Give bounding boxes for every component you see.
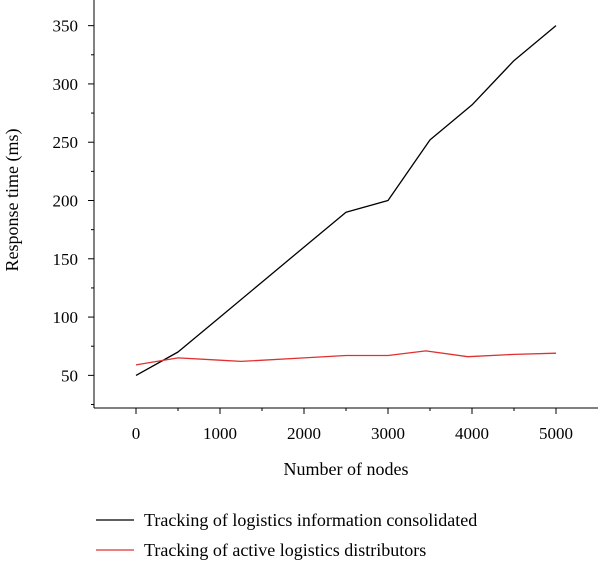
x-tick-label: 2000 [287, 424, 321, 443]
x-tick-label: 1000 [203, 424, 237, 443]
legend-label-1: Tracking of active logistics distributor… [144, 540, 426, 560]
y-tick-label: 200 [53, 192, 79, 211]
x-tick-label: 4000 [455, 424, 489, 443]
series-line-1 [135, 350, 557, 366]
axes: 50 100 150 200 250 300 350 0 1000 2000 3000 4000 500… [53, 0, 598, 443]
x-tick-label: 0 [132, 424, 141, 443]
y-tick-label: 250 [53, 133, 79, 152]
y-tick-label: 50 [61, 366, 78, 385]
y-tick-label: 150 [53, 250, 79, 269]
y-tick-label: 300 [53, 75, 79, 94]
series-line-0 [135, 25, 557, 376]
x-tick-label: 3000 [371, 424, 405, 443]
y-axis-label: Response time (ms) [2, 129, 23, 272]
x-axis-label: Number of nodes [284, 459, 409, 479]
series-layer [135, 25, 557, 376]
y-tick-label: 350 [53, 17, 79, 36]
legend: Tracking of logistics information consol… [96, 510, 477, 560]
y-tick-label: 100 [53, 308, 79, 327]
x-tick-label: 5000 [539, 424, 573, 443]
legend-label-0: Tracking of logistics information consol… [144, 510, 477, 530]
